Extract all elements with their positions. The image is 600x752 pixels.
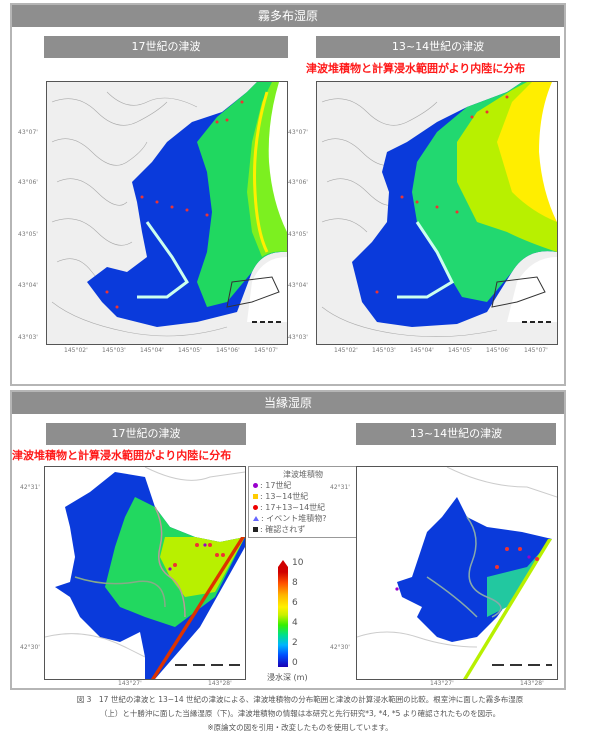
colorbar-arrow-icon [278,560,288,567]
panel-title-17th: 17世紀の津波 [46,423,246,445]
kiritappu-section: 霧多布湿原 17世紀の津波 13~14世紀の津波 津波堆積物と計算浸水範囲がより… [10,3,566,386]
y-tick: 43°06' [18,179,38,186]
legend-item: : イベント堆積物? [253,513,353,524]
panel-title-17th: 17世紀の津波 [44,36,288,58]
x-tick: 145°07' [524,347,548,354]
y-tick: 43°03' [288,334,308,341]
map-graphic [47,82,287,344]
x-tick: 145°04' [410,347,434,354]
x-tick: 145°04' [140,347,164,354]
colorbar-tick: 2 [292,638,298,648]
x-tick: 145°02' [64,347,88,354]
caption-note: ※原論文の図を引用・改変したものを使用しています。 [207,723,393,732]
x-tick: 145°03' [372,347,396,354]
y-tick: 43°07' [288,129,308,136]
y-tick: 42°30' [20,644,40,651]
y-tick: 42°31' [20,484,40,491]
legend-item: : 13~14世紀 [253,491,353,502]
x-tick: 143°27' [430,680,454,687]
x-tick: 143°28' [520,680,544,687]
section-title: 当縁湿原 [12,392,564,414]
inland-distribution-note: 津波堆積物と計算浸水範囲がより内陸に分布 [306,62,526,75]
y-tick: 43°04' [288,282,308,289]
legend-item: : 17+13~14世紀 [253,502,353,513]
map-graphic [357,467,557,679]
inundation-map-kiritappu-13-14th [316,81,558,345]
y-tick: 43°03' [18,334,38,341]
tobetsu-section: 当縁湿原 17世紀の津波 13~14世紀の津波 津波堆積物と計算浸水範囲がより内… [10,390,566,690]
x-tick: 145°06' [216,347,240,354]
x-tick: 145°06' [486,347,510,354]
y-tick: 43°04' [18,282,38,289]
inundation-map-tobetsu-17th [44,466,246,680]
y-tick: 42°30' [330,644,350,651]
y-tick: 42°31' [330,484,350,491]
x-tick: 145°05' [178,347,202,354]
legend-title: 津波堆積物 [283,470,323,479]
red-circle-icon [253,505,258,510]
x-tick: 145°05' [448,347,472,354]
colorbar-tick: 10 [292,558,304,568]
blue-triangle-icon [253,516,259,521]
inland-distribution-note: 津波堆積物と計算浸水範囲がより内陸に分布 [12,449,232,462]
x-tick: 145°07' [254,347,278,354]
y-tick: 43°06' [288,179,308,186]
legend-item: : 17世紀 [253,480,353,491]
colorbar-tick: 4 [292,618,298,628]
panel-title-13-14th: 13~14世紀の津波 [356,423,556,445]
caption-line: （上）と十勝沖に面した当縁湿原（下)。津波堆積物の情報は本研究と先行研究*3, … [99,709,501,718]
purple-circle-icon [253,483,258,488]
black-square-icon [253,527,258,532]
map-graphic [45,467,245,679]
colorbar-tick: 8 [292,578,298,588]
colorbar-tick: 0 [292,658,298,668]
yellow-square-icon [253,494,258,499]
section-title: 霧多布湿原 [12,5,564,27]
sediment-legend: 津波堆積物 : 17世紀 : 13~14世紀 : 17+13~14世紀 : イベ… [248,466,358,538]
x-tick: 145°02' [334,347,358,354]
x-tick: 145°03' [102,347,126,354]
figure-caption: 図 3 17 世紀の津波と 13−14 世紀の津波による、津波堆積物の分布範囲と… [0,693,600,735]
inundation-map-tobetsu-13-14th [356,466,558,680]
y-tick: 43°07' [18,129,38,136]
colorbar-label: 浸水深 (m) [267,673,308,682]
legend-item: : 確認されず [253,524,353,535]
inundation-depth-colorbar [278,567,288,667]
caption-line: 図 3 17 世紀の津波と 13−14 世紀の津波による、津波堆積物の分布範囲と… [76,695,524,704]
x-tick: 143°28' [208,680,232,687]
colorbar-tick: 6 [292,598,298,608]
x-tick: 143°27' [118,680,142,687]
y-tick: 43°05' [288,231,308,238]
inundation-map-kiritappu-17th [46,81,288,345]
map-graphic [317,82,557,344]
panel-title-13-14th: 13~14世紀の津波 [316,36,560,58]
y-tick: 43°05' [18,231,38,238]
